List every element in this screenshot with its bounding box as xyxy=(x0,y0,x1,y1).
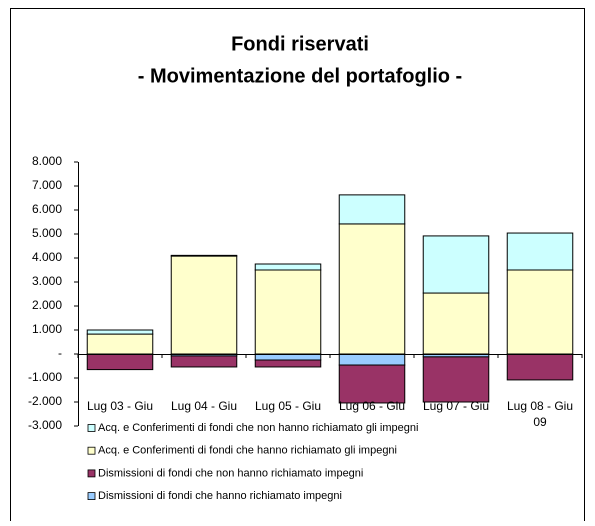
y-tick-label: 1.000 xyxy=(32,322,62,336)
bar-segment xyxy=(422,356,490,403)
bar-segment xyxy=(86,329,154,335)
x-tick-label: Lug 03 - Giu xyxy=(87,399,153,413)
bar-segment xyxy=(422,292,490,355)
bar-segment xyxy=(170,254,238,257)
y-tick-label: 7.000 xyxy=(32,178,62,192)
bar-segment xyxy=(254,269,322,355)
x-tick-label: Lug 05 - Giu xyxy=(255,399,321,413)
bar-segment xyxy=(338,223,406,355)
chart-subtitle: - Movimentazione del portafoglio - xyxy=(138,65,462,87)
bar-segment xyxy=(170,355,238,368)
bar-segment xyxy=(170,255,238,355)
y-tick-label: - xyxy=(58,346,62,360)
legend-label: Dismissioni di fondi che hanno richiamat… xyxy=(98,490,342,502)
bar-segment xyxy=(506,232,574,271)
bar-segment xyxy=(338,194,406,225)
x-tick-label: Lug 04 - Giu xyxy=(171,399,237,413)
x-tick-label: Lug 06 - Giu xyxy=(339,399,405,413)
bar-segment xyxy=(86,333,154,355)
bar-segment xyxy=(338,353,406,366)
legend-swatch xyxy=(87,446,96,455)
y-tick-label: -1.000 xyxy=(28,370,62,384)
legend-swatch xyxy=(87,492,96,501)
y-tick-label: 8.000 xyxy=(32,154,62,168)
legend-swatch xyxy=(87,424,96,432)
bar-segment xyxy=(338,364,406,404)
y-tick-label: -3.000 xyxy=(28,418,62,432)
bar-segment xyxy=(506,353,574,381)
y-tick-label: -2.000 xyxy=(28,394,62,408)
legend-swatch xyxy=(87,469,96,478)
bar-segment xyxy=(254,359,322,368)
x-tick-label: Lug 08 - Giu 09 xyxy=(507,399,573,429)
legend-label: Dismissioni di fondi che non hanno richi… xyxy=(98,467,363,479)
bar-segment xyxy=(254,263,322,271)
y-tick-label: 5.000 xyxy=(32,226,62,240)
bar-segment xyxy=(86,353,154,371)
y-tick-label: 4.000 xyxy=(32,250,62,264)
legend-label: Acq. e Conferimenti di fondi che non han… xyxy=(98,422,418,434)
y-tick-label: 3.000 xyxy=(32,274,62,288)
legend-label: Acq. e Conferimenti di fondi che hanno r… xyxy=(98,445,397,457)
chart-title: Fondi riservati xyxy=(231,33,369,55)
bar-segment xyxy=(506,269,574,355)
bar-segment xyxy=(422,235,490,294)
y-tick-label: 6.000 xyxy=(32,202,62,216)
x-tick-label: Lug 07 - Giu xyxy=(423,399,489,413)
y-tick-label: 2.000 xyxy=(32,298,62,312)
